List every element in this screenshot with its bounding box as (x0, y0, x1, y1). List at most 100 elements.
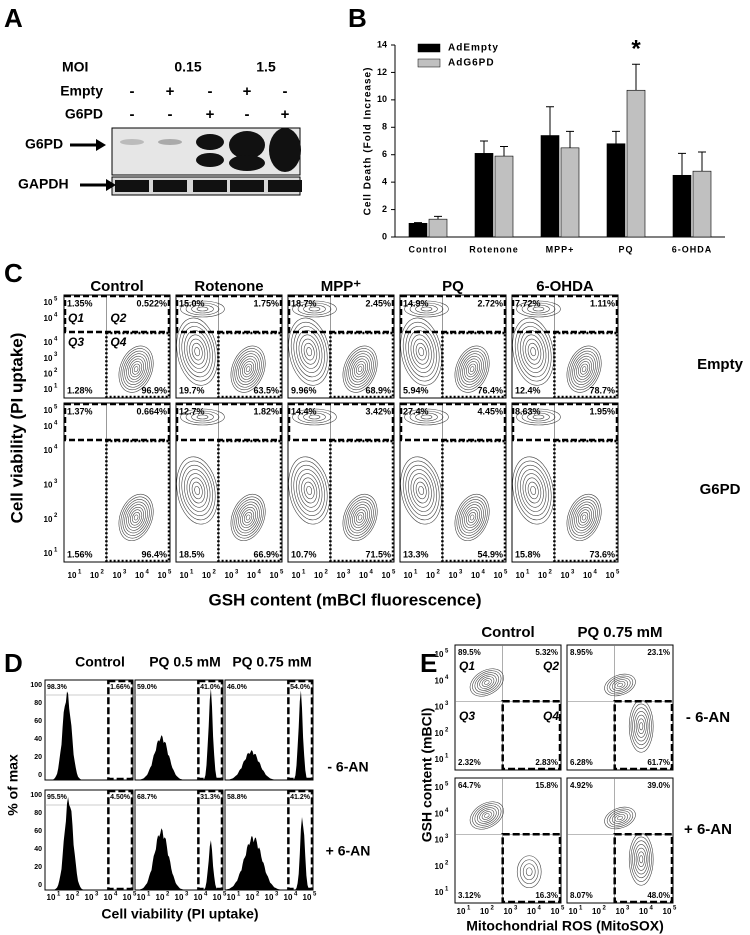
legend-label: AdG6PD (448, 58, 495, 69)
y-tick-label: 10 (377, 94, 387, 104)
plot-frame (63, 402, 171, 563)
contour (131, 512, 141, 523)
contour (238, 355, 258, 383)
plot-frame (175, 402, 283, 563)
quadrant-percent: 15.8% (535, 781, 558, 790)
contour (415, 304, 438, 314)
contour (180, 408, 225, 426)
panel-label: E (420, 648, 437, 678)
contour (120, 496, 152, 539)
contour (474, 805, 500, 826)
y-tick-label: 100 (30, 792, 42, 799)
contour (630, 703, 652, 749)
contour (479, 676, 495, 689)
quadrant-percent: 71.5% (365, 549, 391, 559)
gate-upper (63, 294, 171, 334)
gate-lower-right (553, 439, 619, 563)
tick-exponent: 4 (54, 445, 58, 451)
contour (522, 334, 544, 369)
plot-frame (175, 294, 283, 399)
tick-base: 10 (180, 571, 189, 580)
tick-exponent: 3 (514, 906, 518, 912)
contour (301, 338, 318, 365)
contour (415, 412, 438, 422)
tick-exponent: 2 (101, 570, 105, 576)
tick-exponent: 3 (54, 479, 58, 485)
contour (402, 321, 440, 382)
contour (355, 363, 365, 375)
blot-band (196, 153, 224, 167)
quadrant-name: Q4 (543, 709, 559, 723)
gate-percent: 4.50% (110, 794, 131, 801)
contour (484, 680, 490, 685)
quadrant-percent: 96.9% (141, 385, 167, 395)
contour (479, 809, 495, 822)
quadrant-percent: 7.72% (515, 298, 541, 308)
tick-base: 10 (435, 729, 444, 738)
contour (186, 473, 208, 508)
tick-base: 10 (639, 907, 648, 916)
tick-base: 10 (569, 907, 578, 916)
contour (126, 504, 146, 531)
tick-base: 10 (44, 354, 53, 363)
tick-exponent: 3 (123, 570, 127, 576)
quadrant-percent: 4.45% (477, 406, 503, 416)
gate (197, 789, 224, 891)
contour (122, 350, 150, 388)
quadrant-percent: 68.9% (365, 385, 391, 395)
contour (570, 350, 598, 388)
quadrant-percent: 5.94% (403, 385, 429, 395)
contour (234, 499, 262, 536)
quadrant-percent: 12.7% (179, 406, 205, 416)
contour (301, 477, 318, 504)
row-label: G6PD (700, 481, 741, 498)
error-bar (612, 130, 620, 144)
band-label: GAPDH (18, 176, 69, 192)
contour (189, 477, 206, 504)
y-axis-label: % of max (5, 754, 21, 816)
band-label: G6PD (25, 136, 63, 152)
quadrant-percent: 0.522% (136, 298, 167, 308)
contour (578, 361, 591, 378)
contour (639, 722, 644, 731)
gate-percent: 54.0% (290, 684, 311, 691)
tick-base: 10 (44, 298, 53, 307)
y-tick-label: 20 (34, 864, 42, 871)
tick-exponent: 4 (54, 337, 58, 343)
gate (287, 679, 314, 781)
contour (469, 366, 475, 373)
contour (405, 326, 437, 378)
contour (472, 803, 502, 828)
contour (184, 469, 211, 512)
tick-base: 10 (426, 571, 435, 580)
tick-exponent: 1 (54, 548, 58, 554)
x-axis-label: GSH content (mBCl fluorescence) (209, 590, 482, 609)
quadrant-percent: 10.7% (291, 549, 317, 559)
contour (522, 473, 544, 508)
gate-percent: 46.0% (227, 684, 248, 691)
contour (574, 355, 594, 383)
contour (472, 670, 502, 695)
contour (604, 806, 636, 830)
tick-exponent: 3 (459, 570, 463, 576)
contour (303, 412, 326, 422)
error-bar (632, 63, 640, 91)
column-title: Rotenone (194, 278, 263, 295)
contour (606, 808, 634, 828)
contour (232, 496, 264, 539)
tick-exponent: 5 (392, 570, 396, 576)
tick-exponent: 5 (504, 570, 508, 576)
contour (352, 358, 368, 380)
contour (242, 509, 255, 526)
tick-exponent: 1 (237, 892, 241, 898)
contour (133, 514, 139, 521)
quadrant-percent: 73.6% (589, 549, 615, 559)
tick-base: 10 (538, 571, 547, 580)
contour (532, 414, 545, 420)
tick-exponent: 5 (445, 782, 449, 788)
gate-lower-right (613, 833, 674, 904)
x-tick-label: 6-OHDA (672, 244, 713, 254)
quadrant-percent: 2.83% (535, 758, 558, 767)
contour (240, 358, 256, 380)
contour (456, 348, 488, 391)
